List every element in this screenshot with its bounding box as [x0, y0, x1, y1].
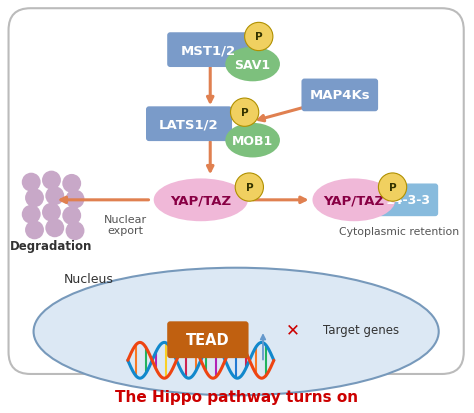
Text: TEAD: TEAD [186, 332, 230, 347]
Circle shape [235, 173, 264, 202]
Text: Target genes: Target genes [323, 323, 400, 336]
FancyBboxPatch shape [167, 322, 248, 358]
Text: Nuclear
export: Nuclear export [104, 214, 147, 236]
FancyBboxPatch shape [167, 33, 248, 68]
Circle shape [46, 187, 64, 206]
Ellipse shape [34, 268, 439, 395]
Circle shape [245, 23, 273, 52]
Circle shape [22, 205, 41, 224]
Circle shape [378, 173, 407, 202]
Circle shape [42, 171, 61, 190]
Ellipse shape [225, 123, 280, 158]
Circle shape [65, 222, 84, 240]
Text: MAP4Ks: MAP4Ks [310, 89, 370, 102]
Ellipse shape [154, 179, 248, 222]
Text: The Hippo pathway turns on: The Hippo pathway turns on [115, 389, 358, 404]
FancyBboxPatch shape [378, 184, 438, 217]
Text: SAV1: SAV1 [235, 58, 271, 71]
Text: Nucleus: Nucleus [64, 272, 114, 285]
Text: P: P [389, 183, 396, 192]
Text: P: P [255, 32, 263, 43]
FancyBboxPatch shape [9, 9, 464, 374]
Circle shape [22, 173, 41, 192]
Circle shape [25, 221, 44, 240]
Text: MST1/2: MST1/2 [180, 44, 236, 57]
Text: ✕: ✕ [286, 320, 300, 339]
Text: LATS1/2: LATS1/2 [159, 118, 219, 131]
Ellipse shape [312, 179, 395, 222]
Circle shape [42, 203, 61, 222]
Circle shape [62, 206, 81, 225]
Circle shape [46, 219, 64, 237]
Text: YAP/TAZ: YAP/TAZ [323, 194, 384, 207]
Circle shape [62, 175, 81, 193]
Text: YAP/TAZ: YAP/TAZ [170, 194, 231, 207]
Circle shape [25, 189, 44, 208]
Text: Cytoplasmic retention: Cytoplasmic retention [338, 226, 459, 236]
Circle shape [65, 190, 84, 209]
Circle shape [230, 99, 259, 127]
FancyBboxPatch shape [301, 79, 378, 112]
Text: 14-3-3: 14-3-3 [385, 194, 430, 207]
Text: Degradation: Degradation [10, 239, 92, 252]
FancyBboxPatch shape [146, 107, 232, 142]
Text: MOB1: MOB1 [232, 134, 273, 147]
Text: P: P [246, 183, 253, 192]
Text: P: P [241, 108, 248, 118]
Ellipse shape [225, 47, 280, 82]
